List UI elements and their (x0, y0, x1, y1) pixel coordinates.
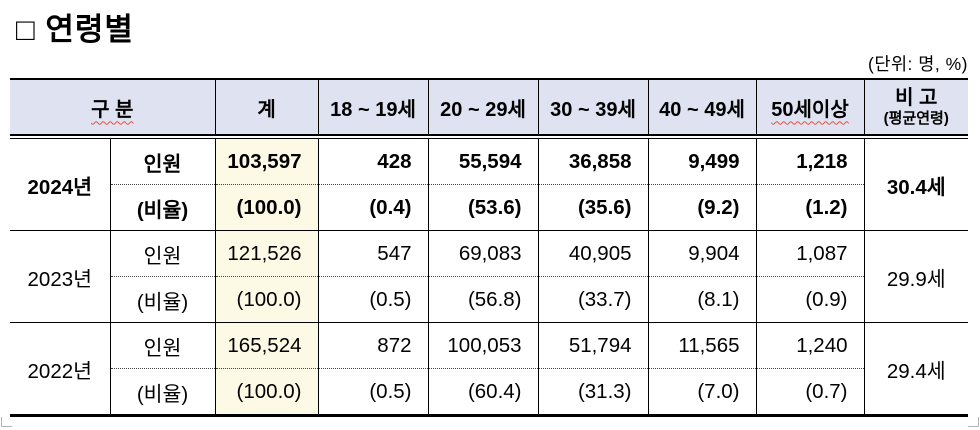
header-category: 구 분 (10, 78, 216, 136)
total-ratio-cell: (100.0) (214, 276, 319, 323)
header-age-50plus-label: 50세이상 (771, 98, 849, 121)
header-row: 구 분 계 18 ~ 19세 20 ~ 29세 30 ~ 39세 40 ~ 49… (10, 78, 969, 136)
section-title: □ 연령별 (16, 12, 134, 47)
count-cell: 55,594 (427, 138, 539, 185)
total-count-cell: 103,597 (214, 138, 319, 185)
ratio-cell: (8.1) (647, 276, 757, 323)
ratio-cell: (56.8) (427, 276, 539, 323)
table-row-2023-ratio: (비율) (100.0) (0.5) (56.8) (33.7) (8.1) (… (10, 276, 968, 323)
year-cell-2024: 2024년 (10, 138, 111, 231)
avg-age-cell-2023: 29.9세 (863, 230, 969, 323)
header-remark-line2: (평균연령) (883, 109, 949, 127)
header-age-30-39: 30 ~ 39세 (537, 78, 649, 136)
count-cell: 51,794 (537, 322, 649, 369)
header-age-18-19: 18 ~ 19세 (317, 78, 429, 136)
ratio-cell: (0.9) (755, 276, 865, 323)
ratio-cell: (53.6) (427, 184, 539, 231)
table-row-2022-count: 2022년 인원 165,524 872 100,053 51,794 11,5… (10, 322, 969, 417)
count-cell: 40,905 (537, 230, 649, 277)
count-cell: 1,240 (755, 322, 865, 369)
table-row-2022-ratio: (비율) (100.0) (0.5) (60.4) (31.3) (7.0) (… (10, 368, 968, 417)
table-row-2024-count: 2024년 인원 103,597 428 55,594 36,858 9,499… (10, 138, 969, 231)
count-cell: 1,218 (755, 138, 865, 185)
count-cell: 428 (317, 138, 429, 185)
ratio-cell: (9.2) (647, 184, 757, 231)
count-cell: 11,565 (647, 322, 757, 369)
age-distribution-table: 구 분 계 18 ~ 19세 20 ~ 29세 30 ~ 39세 40 ~ 49… (10, 78, 969, 417)
count-cell: 1,087 (755, 230, 865, 277)
header-age-20-29: 20 ~ 29세 (427, 78, 539, 136)
count-cell: 9,904 (647, 230, 757, 277)
total-count-cell: 121,526 (214, 230, 319, 277)
ratio-cell: (31.3) (537, 368, 649, 417)
ratio-cell: (0.5) (317, 276, 429, 323)
ratio-cell: (60.4) (427, 368, 539, 417)
object-corner-mark-left (1, 417, 12, 427)
ratio-label-cell: (비율) (109, 368, 216, 417)
count-label-cell: 인원 (109, 322, 216, 369)
year-cell-2022: 2022년 (10, 322, 111, 417)
table-row-2024-ratio: (비율) (100.0) (0.4) (53.6) (35.6) (9.2) (… (10, 184, 968, 231)
header-separator-line (10, 135, 969, 139)
ratio-label-cell: (비율) (109, 276, 216, 323)
count-cell: 9,499 (647, 138, 757, 185)
table-row-2023-count: 2023년 인원 121,526 547 69,083 40,905 9,904… (10, 230, 969, 323)
ratio-cell: (0.5) (317, 368, 429, 417)
header-remark: 비 고 (평균연령) (863, 78, 969, 136)
ratio-cell: (0.7) (755, 368, 865, 417)
ratio-cell: (1.2) (755, 184, 865, 231)
count-label-cell: 인원 (109, 138, 216, 185)
count-cell: 872 (317, 322, 429, 369)
total-ratio-cell: (100.0) (214, 368, 319, 417)
year-cell-2023: 2023년 (10, 230, 111, 323)
header-age-40-49: 40 ~ 49세 (647, 78, 757, 136)
ratio-cell: (35.6) (537, 184, 649, 231)
count-cell: 547 (317, 230, 429, 277)
header-total: 계 (214, 78, 319, 136)
ratio-label-cell: (비율) (109, 184, 216, 231)
count-cell: 36,858 (537, 138, 649, 185)
count-cell: 100,053 (427, 322, 539, 369)
total-count-cell: 165,524 (214, 322, 319, 369)
ratio-cell: (0.4) (317, 184, 429, 231)
total-ratio-cell: (100.0) (214, 184, 319, 231)
header-category-label: 구 분 (91, 98, 134, 121)
ratio-cell: (7.0) (647, 368, 757, 417)
ratio-cell: (33.7) (537, 276, 649, 323)
unit-note: (단위: 명, %) (868, 54, 968, 74)
avg-age-cell-2024: 30.4세 (863, 138, 969, 231)
header-remark-line1: 비 고 (895, 86, 938, 109)
header-separator (10, 135, 969, 139)
avg-age-cell-2022: 29.4세 (863, 322, 969, 417)
object-corner-mark-right (968, 417, 979, 427)
count-cell: 69,083 (427, 230, 539, 277)
header-age-50plus: 50세이상 (755, 78, 865, 136)
count-label-cell: 인원 (109, 230, 216, 277)
